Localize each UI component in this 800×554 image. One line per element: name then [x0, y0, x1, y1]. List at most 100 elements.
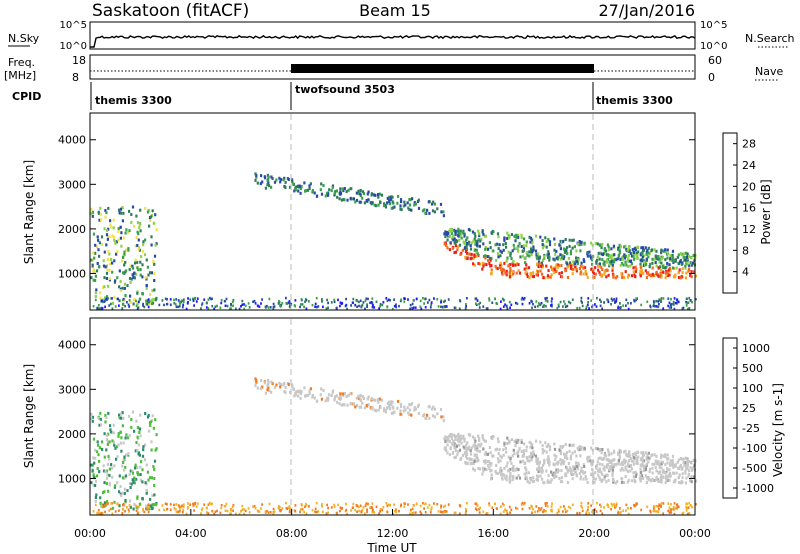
echo-cell	[128, 299, 131, 302]
echo-cell	[555, 256, 558, 260]
echo-cell	[517, 235, 520, 239]
echo-cell	[122, 461, 125, 464]
echo-cell	[102, 298, 105, 302]
echo-cell	[598, 462, 601, 466]
echo-cell	[474, 439, 477, 443]
echo-cell	[131, 273, 134, 277]
echo-cell	[459, 253, 462, 256]
echo-cell	[529, 240, 532, 244]
echo-cell	[448, 248, 451, 252]
echo-cell	[644, 269, 647, 273]
echo-cell	[614, 505, 616, 509]
echo-cell	[578, 267, 581, 270]
echo-cell	[241, 504, 244, 508]
echo-cell	[475, 502, 478, 506]
echo-cell	[121, 424, 124, 428]
echo-cell	[622, 263, 625, 267]
echo-cell	[122, 302, 124, 306]
echo-cell	[326, 396, 329, 400]
echo-cell	[342, 394, 345, 398]
echo-cell	[112, 235, 116, 239]
echo-cell	[365, 199, 368, 202]
echo-cell	[528, 455, 531, 459]
freq-label: Freq.	[8, 56, 35, 69]
echo-cell	[446, 451, 449, 455]
echo-cell	[422, 502, 424, 505]
echo-cell	[586, 459, 589, 463]
echo-cell	[365, 502, 368, 505]
echo-cell	[658, 302, 660, 306]
echo-cell	[266, 388, 269, 392]
echo-cell	[610, 297, 613, 301]
echo-cell	[517, 249, 520, 253]
echo-cell	[399, 412, 402, 416]
echo-cell	[361, 196, 364, 200]
echo-cell	[654, 261, 657, 264]
y-tick-label: 4000	[58, 339, 86, 352]
echo-cell	[486, 307, 489, 310]
echo-cell	[169, 303, 172, 306]
echo-cell	[684, 481, 687, 485]
echo-cell	[128, 268, 131, 272]
echo-cell	[378, 307, 380, 310]
y-tick-label: 3000	[58, 383, 86, 396]
echo-cell	[601, 458, 604, 462]
echo-cell	[142, 509, 144, 512]
echo-cell	[671, 253, 674, 257]
echo-cell	[670, 503, 672, 506]
echo-cell	[476, 299, 479, 302]
echo-cell	[465, 303, 467, 306]
echo-cell	[298, 389, 301, 393]
echo-cell	[568, 443, 571, 447]
echo-cell	[482, 469, 485, 473]
echo-cell	[668, 468, 671, 472]
echo-cell	[670, 303, 672, 306]
echo-cell	[284, 186, 287, 190]
echo-cell	[287, 301, 290, 304]
echo-cell	[99, 212, 102, 216]
echo-cell	[511, 263, 515, 267]
echo-cell	[105, 438, 109, 442]
echo-cell	[410, 413, 413, 417]
echo-cell	[279, 509, 281, 512]
echo-cell	[501, 297, 504, 301]
echo-cell	[666, 466, 669, 470]
echo-cell	[102, 259, 105, 263]
echo-cell	[148, 507, 151, 511]
echo-cell	[612, 275, 615, 279]
echo-cell	[340, 198, 343, 202]
echo-cell	[166, 503, 168, 506]
echo-cell	[439, 202, 443, 206]
echo-cell	[531, 511, 533, 514]
echo-cell	[411, 507, 414, 511]
echo-cell	[457, 245, 460, 249]
echo-cell	[488, 241, 491, 245]
echo-cell	[244, 509, 247, 513]
echo-cell	[687, 474, 690, 478]
echo-cell	[134, 258, 137, 262]
echo-cell	[315, 501, 318, 505]
echo-cell	[655, 257, 658, 261]
echo-cell	[484, 439, 487, 443]
echo-cell	[105, 264, 108, 268]
echo-cell	[284, 180, 287, 184]
echo-cell	[336, 306, 338, 310]
echo-cell	[675, 266, 678, 270]
echo-cell	[308, 392, 311, 395]
echo-cell	[347, 393, 350, 397]
echo-cell	[450, 442, 454, 446]
echo-cell	[515, 233, 518, 237]
echo-cell	[130, 418, 133, 421]
echo-cell	[553, 267, 556, 271]
echo-cell	[98, 254, 101, 258]
echo-cell	[662, 297, 665, 300]
echo-cell	[365, 404, 368, 407]
echo-cell	[98, 218, 101, 222]
echo-cell	[574, 265, 577, 269]
echo-cell	[610, 256, 613, 260]
echo-cell	[130, 425, 133, 429]
echo-cell	[127, 303, 130, 306]
echo-cell	[504, 242, 507, 245]
echo-cell	[674, 301, 677, 305]
